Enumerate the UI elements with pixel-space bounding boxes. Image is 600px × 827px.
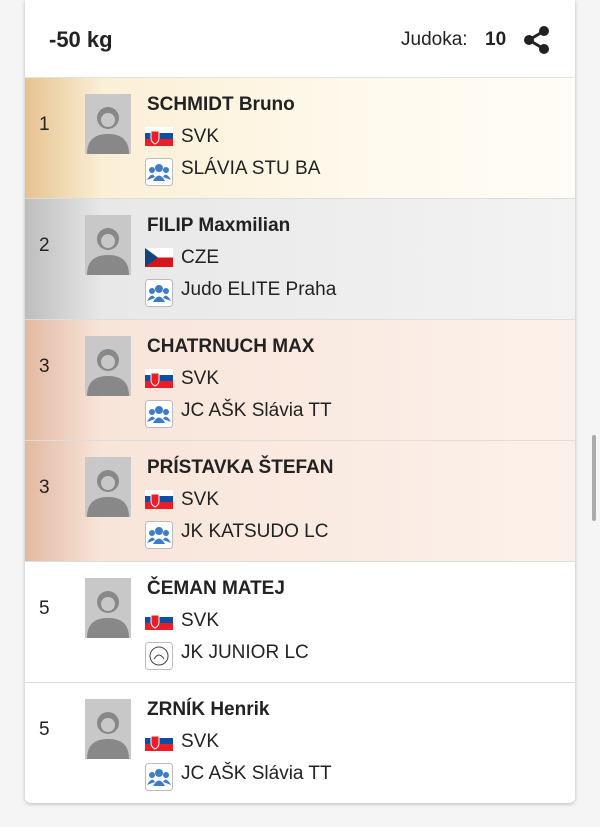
club: SLÁVIA STU BA xyxy=(181,158,321,179)
result-row[interactable]: 5 ZRNÍK Henrik SVK JC AŠK Slávia TT xyxy=(25,683,575,803)
result-row[interactable]: 2 FILIP Maxmilian CZE Judo ELITE Praha xyxy=(25,199,575,320)
club-icon xyxy=(145,158,173,186)
category-title: -50 kg xyxy=(49,27,113,52)
flag xyxy=(145,490,173,509)
result-row[interactable]: 1 SCHMIDT Bruno SVK SLÁVIA STU BA xyxy=(25,78,575,199)
athlete-name: CHATRNUCH MAX xyxy=(147,336,315,357)
flag xyxy=(145,732,173,751)
rank: 3 xyxy=(39,477,50,498)
club: Judo ELITE Praha xyxy=(181,279,337,300)
avatar xyxy=(85,457,131,517)
avatar xyxy=(85,578,131,638)
rank: 3 xyxy=(39,356,50,377)
count: 10 xyxy=(485,29,507,50)
athlete-name: ČEMAN MATEJ xyxy=(147,578,285,599)
header: -50 kg Judoka: 10 xyxy=(25,0,575,79)
club-icon xyxy=(145,400,173,428)
result-row[interactable]: 5 ČEMAN MATEJ SVK JK JUNIOR LC xyxy=(25,562,575,683)
country: CZE xyxy=(181,247,219,268)
country: SVK xyxy=(181,489,220,510)
scrollbar xyxy=(592,435,596,521)
rank: 5 xyxy=(39,598,50,619)
count-label: Judoka: xyxy=(401,29,468,50)
athlete-name: PRÍSTAVKA ŠTEFAN xyxy=(147,457,334,478)
club: JC AŠK Slávia TT xyxy=(181,400,332,421)
result-row[interactable]: 3 PRÍSTAVKA ŠTEFAN SVK JK KATSUDO LC xyxy=(25,441,575,562)
flag xyxy=(145,127,173,146)
flag xyxy=(145,611,173,630)
club-icon xyxy=(145,521,173,549)
rank: 5 xyxy=(39,719,50,740)
flag xyxy=(145,248,173,267)
country: SVK xyxy=(181,731,220,752)
athlete-name: ZRNÍK Henrik xyxy=(147,699,270,720)
rank: 1 xyxy=(39,114,50,135)
result-row[interactable]: 3 CHATRNUCH MAX SVK JC AŠK Slávia TT xyxy=(25,320,575,441)
country: SVK xyxy=(181,126,220,147)
results-card: -50 kg Judoka: 10 1 SCHMIDT Bruno SVK SLÁVI… xyxy=(25,0,575,803)
avatar xyxy=(85,699,131,759)
athlete-name: FILIP Maxmilian xyxy=(147,215,291,236)
rank: 2 xyxy=(39,235,50,256)
club-icon xyxy=(145,642,173,670)
club: JK KATSUDO LC xyxy=(181,521,329,542)
share-button[interactable] xyxy=(522,25,552,55)
avatar xyxy=(85,215,131,275)
club-icon xyxy=(145,279,173,307)
athlete-name: SCHMIDT Bruno xyxy=(147,94,295,115)
country: SVK xyxy=(181,368,220,389)
avatar xyxy=(85,336,131,396)
flag xyxy=(145,369,173,388)
avatar xyxy=(85,94,131,154)
club: JC AŠK Slávia TT xyxy=(181,763,332,784)
club: JK JUNIOR LC xyxy=(181,642,309,663)
club-icon xyxy=(145,763,173,791)
country: SVK xyxy=(181,610,220,631)
